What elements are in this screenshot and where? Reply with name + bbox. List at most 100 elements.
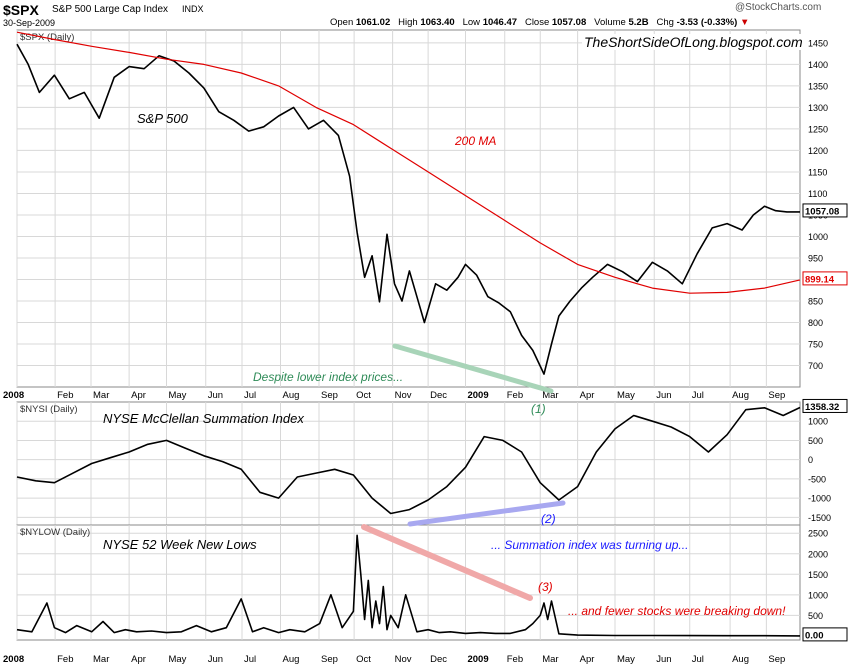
annotation-1: (1) (531, 402, 546, 416)
y-tick-label: 950 (808, 253, 823, 263)
volume-value: 5.2B (628, 17, 649, 28)
panel-title-nysi: NYSE McClellan Summation Index (103, 411, 304, 426)
x-tick-label: Sep (768, 390, 785, 401)
annotation-200ma: 200 MA (454, 134, 496, 148)
y-tick-label: 1250 (808, 124, 828, 134)
x-tick-label: Aug (732, 390, 749, 401)
x-tick-label: 2008 (3, 654, 24, 665)
divergence-line-red (361, 524, 533, 601)
x-tick-label: Apr (131, 654, 146, 665)
x-tick-label: Feb (507, 390, 523, 401)
chg-value: -3.53 (-0.33%) (676, 17, 738, 28)
y-tick-label: 1000 (808, 590, 828, 600)
x-tick-label: Jul (692, 654, 704, 665)
close-value: 1057.08 (551, 17, 587, 28)
x-tick-label: Apr (580, 390, 595, 401)
volume-label: Volume (594, 17, 626, 28)
symbol-title: $SPX (3, 2, 39, 18)
y-tick-label: -500 (808, 474, 826, 484)
index-name: S&P 500 Large Cap Index (52, 4, 169, 15)
x-tick-label: Oct (356, 390, 371, 401)
x-tick-label: Aug (282, 654, 299, 665)
x-tick-label: Mar (93, 390, 109, 401)
ma-line (16, 31, 801, 294)
x-tick-label: Sep (321, 654, 338, 665)
x-tick-label: Jun (656, 654, 671, 665)
y-tick-label: 1450 (808, 38, 828, 48)
low-label: Low (462, 17, 481, 28)
panel-title-nylow: NYSE 52 Week New Lows (103, 537, 257, 552)
panel-label: $NYSI (Daily) (20, 404, 78, 415)
chg-down-icon: ▼ (739, 17, 750, 28)
x-tick-label: Feb (507, 654, 523, 665)
annotation-fewer-stocks: ... and fewer stocks were breaking down! (568, 604, 786, 618)
y-tick-label: 1200 (808, 146, 828, 156)
series-line (16, 534, 801, 637)
divergence-line-green (392, 343, 554, 394)
x-tick-label: Nov (395, 654, 412, 665)
annotation-2: (2) (541, 512, 556, 526)
y-tick-label: 1000 (808, 232, 828, 242)
last-nysi-label-box (802, 398, 848, 413)
last-nylow-label: 0.00 (805, 630, 824, 641)
low-value: 1046.47 (482, 17, 518, 28)
quote-bar: Open 1061.02 High 1063.40 Low 1046.47 Cl… (330, 17, 749, 28)
open-value: 1061.02 (355, 17, 391, 28)
x-tick-label: Sep (321, 390, 338, 401)
x-tick-label: Mar (542, 654, 558, 665)
last-ma-label-box (802, 271, 848, 286)
last-ma-label: 899.14 (805, 274, 835, 285)
panel-frame (16, 29, 801, 388)
y-tick-label: 750 (808, 339, 823, 349)
x-tick-label: Jul (244, 390, 256, 401)
x-tick-label: May (617, 390, 635, 401)
open-label: Open (330, 17, 354, 28)
last-nysi-label: 1358.32 (805, 402, 839, 413)
high-value: 1063.40 (420, 17, 455, 28)
x-tick-label: Jun (208, 390, 223, 401)
x-tick-label: May (168, 390, 186, 401)
watermark: TheShortSideOfLong.blogspot.com (582, 34, 805, 50)
annotation-3: (3) (538, 580, 553, 594)
series-line (16, 43, 800, 375)
chart-date: 30-Sep-2009 (3, 18, 56, 28)
panel-label: $NYLOW (Daily) (20, 527, 90, 538)
y-tick-label: 2000 (808, 549, 828, 559)
y-tick-label: 500 (808, 436, 823, 446)
x-tick-label: Dec (430, 390, 447, 401)
x-tick-label: Jun (656, 390, 671, 401)
x-tick-label: Aug (732, 654, 749, 665)
copyright-label[interactable]: @StockCharts.com (735, 2, 822, 13)
y-tick-label: 500 (808, 611, 823, 621)
annotation-despite: Despite lower index prices... (253, 370, 403, 384)
y-tick-label: 1400 (808, 60, 828, 70)
x-tick-label: Jul (692, 390, 704, 401)
y-tick-label: 1350 (808, 81, 828, 91)
y-tick-label: 2500 (808, 529, 828, 539)
close-label: Close (524, 17, 550, 28)
x-tick-label: Jun (208, 654, 223, 665)
series-line (16, 406, 801, 515)
last-price-label: 1057.08 (805, 206, 839, 217)
y-tick-label: 800 (808, 318, 823, 328)
x-tick-label: 2008 (3, 390, 24, 401)
y-tick-label: 1500 (808, 570, 828, 580)
y-tick-label: 1150 (808, 167, 827, 177)
x-tick-label: Apr (580, 654, 595, 665)
y-tick-label: -1000 (808, 494, 831, 504)
annotation-summation: ... Summation index was turning up... (491, 538, 688, 552)
y-tick-label: -1500 (808, 513, 831, 523)
last-price-label-box (802, 203, 848, 218)
x-tick-label: 2009 (467, 654, 488, 665)
y-tick-label: 1000 (808, 417, 828, 427)
x-tick-label: Aug (282, 390, 299, 401)
x-tick-label: Feb (57, 654, 73, 665)
high-label: High (398, 17, 418, 28)
x-tick-label: Mar (542, 390, 558, 401)
divergence-line-blue (407, 500, 566, 527)
x-tick-label: Nov (395, 390, 412, 401)
x-tick-label: Dec (430, 654, 447, 665)
y-tick-label: 0 (808, 455, 813, 465)
x-tick-label: Feb (57, 390, 73, 401)
